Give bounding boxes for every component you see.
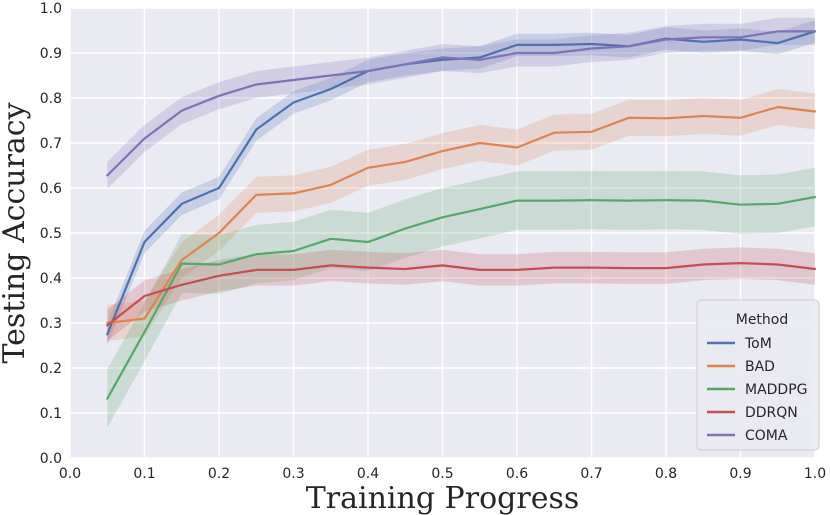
x-tick-label: 0.7	[580, 466, 602, 482]
legend-items: ToM BAD MADDPG DDRQN COMA	[707, 336, 808, 444]
x-tick-label: 1.0	[804, 466, 826, 482]
y-tick-label: 0.5	[40, 226, 62, 242]
x-tick-label: 0.2	[208, 466, 230, 482]
coma-band	[107, 17, 816, 189]
y-tick-label: 0.7	[40, 136, 62, 152]
legend-item-coma: COMA	[707, 428, 788, 444]
x-axis-title: Training Progress	[306, 481, 580, 515]
y-tick-label: 0.2	[40, 361, 62, 377]
legend-item-ddrqn: DDRQN	[707, 405, 798, 421]
legend-label-bad: BAD	[745, 359, 775, 375]
legend-item-bad: BAD	[707, 359, 775, 375]
ddrqn-line	[106, 262, 817, 327]
y-tick-label: 0.1	[40, 406, 62, 422]
y-tick-label: 0.8	[40, 91, 62, 107]
maddpg-band	[107, 167, 816, 428]
bad-band	[107, 89, 816, 341]
x-tick-label: 0.3	[282, 466, 304, 482]
legend-item-tom: ToM	[707, 336, 772, 352]
x-tick-label: 0.9	[729, 466, 751, 482]
legend-item-maddpg: MADDPG	[707, 382, 808, 398]
legend: Method ToM BAD MADDPG DDRQN COMA	[696, 299, 820, 451]
bad-line	[106, 105, 817, 325]
x-tick-label: 0.6	[506, 466, 528, 482]
y-tick-label: 0.9	[40, 46, 62, 62]
legend-label-coma: COMA	[745, 428, 788, 444]
y-axis-title: Testing Accuracy	[0, 102, 32, 363]
x-tick-label: 0.0	[59, 466, 81, 482]
y-tick-labels: 0.0 0.1 0.2 0.3 0.4 0.5 0.6 0.7 0.8 0.9 1.0	[40, 1, 62, 467]
y-tick-label: 0.4	[40, 271, 62, 287]
x-tick-label: 0.5	[431, 466, 453, 482]
series-lines	[106, 30, 817, 400]
coma-line	[106, 30, 817, 177]
maddpg-line	[106, 195, 817, 400]
x-tick-label: 0.4	[357, 466, 379, 482]
x-tick-label: 0.8	[655, 466, 677, 482]
legend-label-tom: ToM	[744, 336, 772, 352]
x-tick-label: 0.1	[133, 466, 155, 482]
y-tick-label: 1.0	[40, 1, 62, 17]
legend-label-ddrqn: DDRQN	[745, 405, 798, 421]
legend-title: Method	[736, 312, 789, 328]
y-tick-label: 0.0	[40, 451, 62, 467]
x-tick-labels: 0.0 0.1 0.2 0.3 0.4 0.5 0.6 0.7 0.8 0.9 1.0	[59, 466, 826, 482]
tom-band	[107, 20, 816, 346]
legend-label-maddpg: MADDPG	[745, 382, 808, 398]
y-tick-label: 0.3	[40, 316, 62, 332]
y-tick-label: 0.6	[40, 181, 62, 197]
